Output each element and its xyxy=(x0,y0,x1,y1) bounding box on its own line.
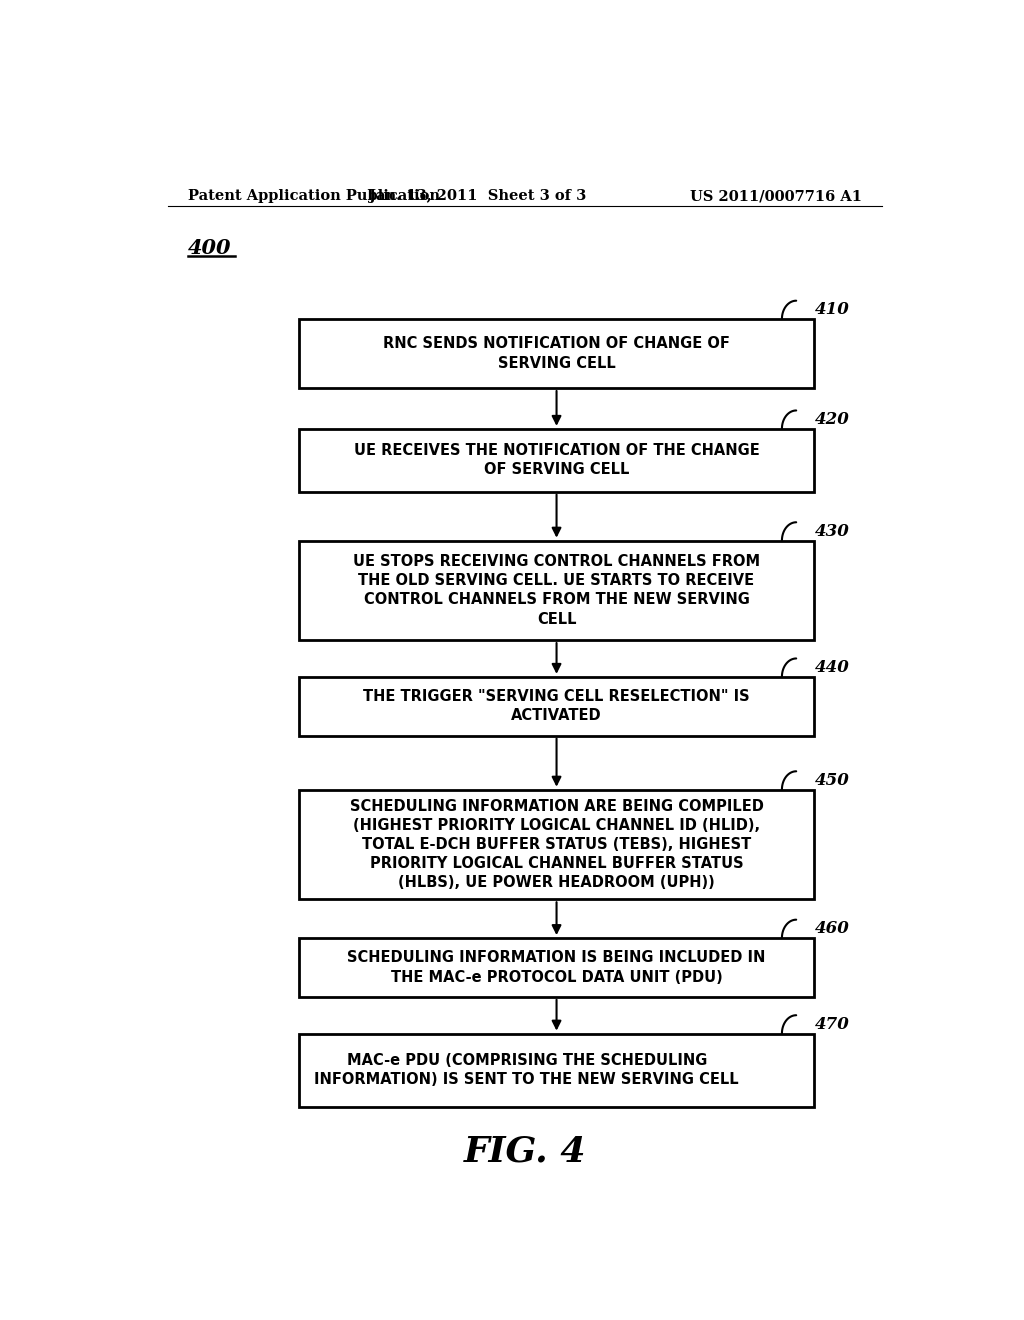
Text: SCHEDULING INFORMATION ARE BEING COMPILED
(HIGHEST PRIORITY LOGICAL CHANNEL ID (: SCHEDULING INFORMATION ARE BEING COMPILE… xyxy=(349,799,764,891)
Bar xyxy=(299,789,814,899)
Text: 420: 420 xyxy=(814,411,849,428)
Text: 410: 410 xyxy=(814,301,849,318)
Text: 460: 460 xyxy=(814,920,849,937)
Text: SCHEDULING INFORMATION IS BEING INCLUDED IN
THE MAC-e PROTOCOL DATA UNIT (PDU): SCHEDULING INFORMATION IS BEING INCLUDED… xyxy=(347,950,766,985)
Text: US 2011/0007716 A1: US 2011/0007716 A1 xyxy=(690,189,862,203)
Bar xyxy=(299,429,814,492)
Bar xyxy=(299,541,814,640)
Text: 400: 400 xyxy=(188,238,231,257)
Text: 440: 440 xyxy=(814,659,849,676)
Bar xyxy=(299,319,814,388)
Bar xyxy=(299,939,814,997)
Text: 430: 430 xyxy=(814,523,849,540)
Text: UE STOPS RECEIVING CONTROL CHANNELS FROM
THE OLD SERVING CELL. UE STARTS TO RECE: UE STOPS RECEIVING CONTROL CHANNELS FROM… xyxy=(353,554,760,627)
Text: 450: 450 xyxy=(814,772,849,788)
Text: MAC-e PDU (COMPRISING THE SCHEDULING
INFORMATION) IS SENT TO THE NEW SERVING CEL: MAC-e PDU (COMPRISING THE SCHEDULING INF… xyxy=(314,1053,739,1088)
Text: 470: 470 xyxy=(814,1015,849,1032)
Text: RNC SENDS NOTIFICATION OF CHANGE OF
SERVING CELL: RNC SENDS NOTIFICATION OF CHANGE OF SERV… xyxy=(383,337,730,371)
Text: Patent Application Publication: Patent Application Publication xyxy=(187,189,439,203)
Text: THE TRIGGER "SERVING CELL RESELECTION" IS
ACTIVATED: THE TRIGGER "SERVING CELL RESELECTION" I… xyxy=(364,689,750,723)
Bar xyxy=(299,677,814,735)
Text: Jan. 13, 2011  Sheet 3 of 3: Jan. 13, 2011 Sheet 3 of 3 xyxy=(369,189,586,203)
Bar xyxy=(299,1034,814,1106)
Text: FIG. 4: FIG. 4 xyxy=(464,1134,586,1168)
Text: UE RECEIVES THE NOTIFICATION OF THE CHANGE
OF SERVING CELL: UE RECEIVES THE NOTIFICATION OF THE CHAN… xyxy=(353,444,760,478)
